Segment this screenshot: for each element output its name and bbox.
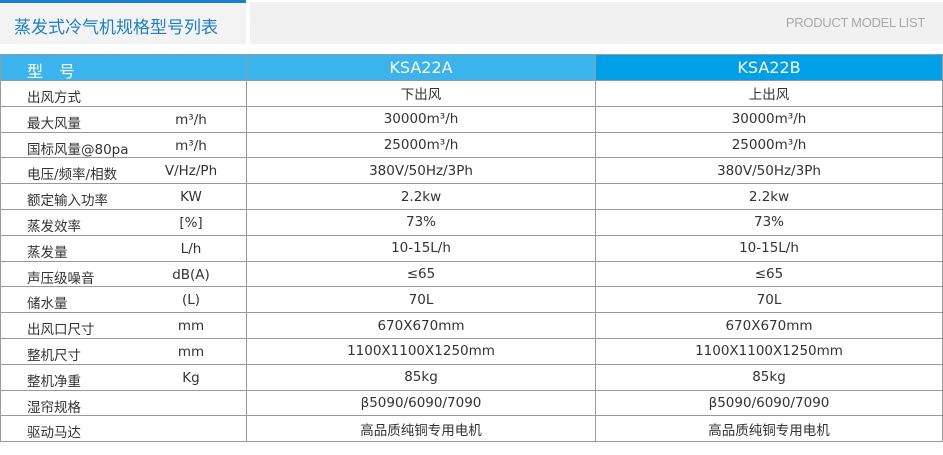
spec-label-cell: 声压级噪音 dB(A) [0,260,247,288]
value-model-a: 高品质纯铜专用电机 [246,415,596,443]
header-model-a: KSA22A [246,54,596,81]
spec-label: 整机净重 [27,373,81,390]
spec-unit: dB(A) [172,266,210,283]
spec-label-cell: 蒸发量 L/h [0,234,247,262]
spec-label: 电压/频率/相数 [27,167,118,184]
spec-label: 国标风量@80pa [27,141,129,158]
value-model-b: 73% [595,208,943,236]
table-row: 驱动马达 高品质纯铜专用电机 高品质纯铜专用电机 [0,415,943,443]
spec-label: 声压级噪音 [27,270,95,287]
page-title: 蒸发式冷气机规格型号列表 [14,18,218,38]
spec-unit: m³/h [175,111,207,128]
value-model-b: 85kg [595,363,943,391]
table-row: 整机净重 Kg 85kg 85kg [0,363,943,391]
spec-unit: V/Hz/Ph [164,163,218,180]
header-label-cell: 型 号 [0,54,247,81]
spec-label-cell: 国标风量@80pa m³/h [0,131,247,159]
spec-label-cell: 最大风量 m³/h [0,105,247,133]
spec-label: 湿帘规格 [27,399,81,416]
spec-label: 整机尺寸 [27,347,81,364]
value-model-a: 下出风 [246,80,596,107]
spec-unit: mm [177,318,205,335]
value-model-b: 1100X1100X1250mm [595,337,943,365]
table-row: 湿帘规格 β5090/6090/7090 β5090/6090/7090 [0,389,943,417]
spec-label: 出风口尺寸 [27,322,95,339]
title-box: 蒸发式冷气机规格型号列表 [0,0,246,44]
table-row: 声压级噪音 dB(A) ≤65 ≤65 [0,260,943,288]
value-model-a: 73% [246,208,596,236]
spec-label-cell: 蒸发效率 [%] [0,208,247,236]
value-model-a: 25000m³/h [246,131,596,159]
value-model-b: 70L [595,286,943,314]
spec-label-cell: 额定输入功率 KW [0,183,247,210]
value-model-a: 10-15L/h [246,234,596,262]
value-model-a: ≤65 [246,260,596,288]
value-model-b: 25000m³/h [595,131,943,159]
table-row: 蒸发量 L/h 10-15L/h 10-15L/h [0,234,943,262]
spec-unit: (L) [181,292,201,309]
table-row: 电压/频率/相数 V/Hz/Ph 380V/50Hz/3Ph 380V/50Hz/3P… [0,157,943,185]
value-model-a: 30000m³/h [246,105,596,133]
value-model-a: 670X670mm [246,312,596,339]
header-model-b: KSA22B [595,54,943,81]
table-row: 出风口尺寸 mm 670X670mm 670X670mm [0,312,943,339]
value-model-b: 2.2kw [595,183,943,210]
subtitle-bar: PRODUCT MODEL LIST [250,2,943,44]
value-model-b: ≤65 [595,260,943,288]
spec-unit: m³/h [175,137,207,154]
value-model-b: β5090/6090/7090 [595,389,943,417]
value-model-b: 高品质纯铜专用电机 [595,415,943,443]
spec-label: 额定输入功率 [27,193,108,210]
value-model-a: 1100X1100X1250mm [246,337,596,365]
spec-label: 储水量 [27,296,68,313]
spec-unit: KW [180,189,202,206]
page-subtitle: PRODUCT MODEL LIST [785,15,925,30]
value-model-b: 380V/50Hz/3Ph [595,157,943,185]
value-model-a: 85kg [246,363,596,391]
value-model-a: β5090/6090/7090 [246,389,596,417]
table-row: 出风方式 下出风 上出风 [0,80,943,107]
spec-table: 型 号 KSA22A KSA22B 出风方式 下出风 上出风最大风量 m³/h 3000… [0,54,943,443]
spec-label-cell: 储水量 (L) [0,286,247,314]
spec-unit: Kg [182,369,200,386]
table-row: 最大风量 m³/h 30000m³/h 30000m³/h [0,105,943,133]
table-row: 蒸发效率 [%] 73% 73% [0,208,943,236]
table-row: 国标风量@80pa m³/h 25000m³/h 25000m³/h [0,131,943,159]
spec-label-cell: 驱动马达 [0,415,247,443]
spec-unit: L/h [180,240,202,257]
spec-label: 蒸发效率 [27,218,81,235]
spec-label: 出风方式 [27,90,81,106]
spec-unit: [%] [179,214,203,231]
spec-label-cell: 整机净重 Kg [0,363,247,391]
value-model-b: 670X670mm [595,312,943,339]
table-header: 型 号 KSA22A KSA22B [0,54,943,81]
spec-label-cell: 整机尺寸 mm [0,337,247,365]
value-model-a: 70L [246,286,596,314]
spec-label-cell: 电压/频率/相数 V/Hz/Ph [0,157,247,185]
spec-label: 最大风量 [27,115,81,132]
spec-label: 驱动马达 [27,425,81,442]
value-model-a: 380V/50Hz/3Ph [246,157,596,185]
table-row: 储水量 (L) 70L 70L [0,286,943,314]
spec-label: 蒸发量 [27,244,68,261]
value-model-b: 上出风 [595,80,943,107]
value-model-b: 10-15L/h [595,234,943,262]
spec-label-cell: 出风口尺寸 mm [0,312,247,339]
spec-unit: mm [177,343,205,360]
spec-label-cell: 出风方式 [0,80,247,107]
table-row: 额定输入功率 KW 2.2kw 2.2kw [0,183,943,210]
spec-label-cell: 湿帘规格 [0,389,247,417]
value-model-b: 30000m³/h [595,105,943,133]
table-row: 整机尺寸 mm 1100X1100X1250mm 1100X1100X1250mm [0,337,943,365]
value-model-a: 2.2kw [246,183,596,210]
